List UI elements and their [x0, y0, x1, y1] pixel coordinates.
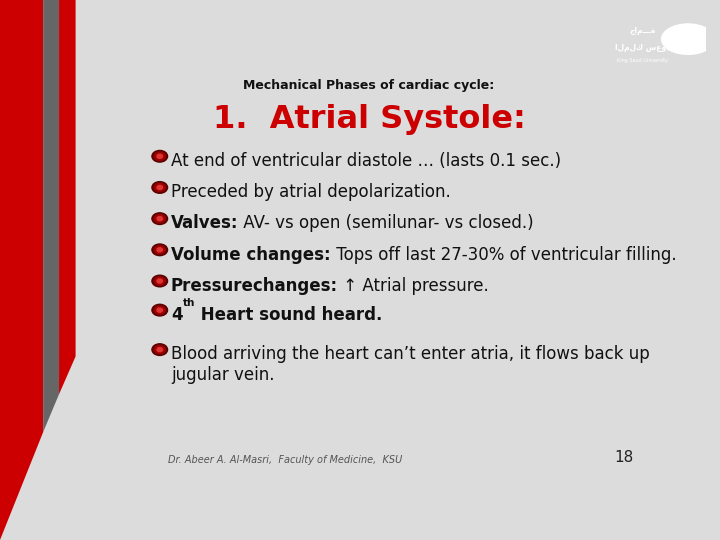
Text: Valves:: Valves:	[171, 214, 238, 233]
Text: Heart sound heard.: Heart sound heard.	[195, 306, 382, 324]
Circle shape	[152, 344, 168, 355]
Text: Blood arriving the heart can’t enter atria, it flows back up
jugular vein.: Blood arriving the heart can’t enter atr…	[171, 346, 649, 384]
Circle shape	[152, 305, 168, 316]
Circle shape	[157, 348, 163, 352]
Circle shape	[152, 151, 168, 162]
Circle shape	[152, 213, 168, 225]
Text: th: th	[183, 299, 195, 308]
Circle shape	[154, 246, 166, 254]
Circle shape	[154, 346, 166, 354]
Circle shape	[154, 277, 166, 285]
Text: Preceded by atrial depolarization.: Preceded by atrial depolarization.	[171, 183, 451, 201]
Circle shape	[152, 181, 168, 193]
Circle shape	[152, 244, 168, 255]
Text: King Saud University: King Saud University	[617, 58, 668, 63]
Circle shape	[154, 183, 166, 192]
Circle shape	[157, 185, 163, 190]
Text: At end of ventricular diastole … (lasts 0.1 sec.): At end of ventricular diastole … (lasts …	[171, 152, 561, 170]
Text: Tops off last 27-30% of ventricular filling.: Tops off last 27-30% of ventricular fill…	[330, 246, 676, 264]
Circle shape	[154, 306, 166, 314]
Circle shape	[157, 154, 163, 158]
Circle shape	[157, 308, 163, 312]
Circle shape	[152, 275, 168, 287]
Circle shape	[154, 214, 166, 223]
Text: جامـــة: جامـــة	[629, 26, 656, 35]
Text: Mechanical Phases of cardiac cycle:: Mechanical Phases of cardiac cycle:	[243, 79, 495, 92]
Text: 4: 4	[171, 306, 183, 324]
Text: الملك سعود: الملك سعود	[615, 43, 670, 52]
Circle shape	[154, 152, 166, 160]
Text: 1.  Atrial Systole:: 1. Atrial Systole:	[212, 104, 526, 136]
Circle shape	[157, 279, 163, 283]
Circle shape	[157, 248, 163, 252]
Text: Pressurechanges:: Pressurechanges:	[171, 277, 338, 295]
Text: AV- vs open (semilunar- vs closed.): AV- vs open (semilunar- vs closed.)	[238, 214, 534, 233]
Circle shape	[157, 217, 163, 221]
Text: 18: 18	[615, 450, 634, 465]
Text: Dr. Abeer A. Al-Masri,  Faculty of Medicine,  KSU: Dr. Abeer A. Al-Masri, Faculty of Medici…	[168, 455, 402, 465]
Text: Volume changes:: Volume changes:	[171, 246, 330, 264]
Text: ↑ Atrial pressure.: ↑ Atrial pressure.	[338, 277, 489, 295]
Circle shape	[661, 23, 716, 55]
